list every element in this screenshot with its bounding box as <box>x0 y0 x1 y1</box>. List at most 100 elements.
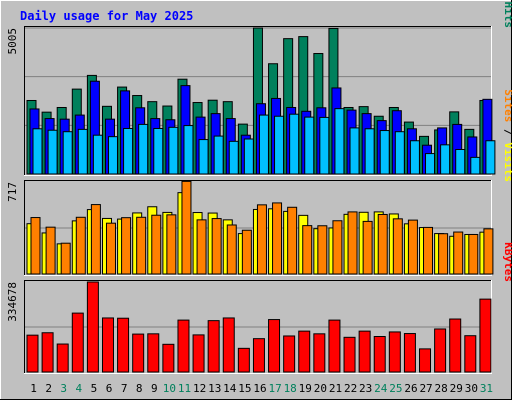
legend-kbytes: KBytes <box>502 242 512 282</box>
bar-kbytes-17 <box>268 319 281 373</box>
day-label-14: 14 <box>223 382 237 395</box>
day-label-25: 25 <box>389 382 402 395</box>
bar-sites-9 <box>151 214 162 275</box>
bar-kbytes-11 <box>177 319 190 373</box>
bar-sites-22 <box>347 211 358 275</box>
day-label-19: 19 <box>299 382 312 395</box>
day-label-22: 22 <box>344 382 357 395</box>
bar-pages-4 <box>77 128 88 175</box>
day-label-1: 1 <box>30 382 37 395</box>
bar-pages-26 <box>409 140 420 175</box>
bar-kbytes-30 <box>464 335 477 373</box>
day-label-28: 28 <box>435 382 448 395</box>
day-label-4: 4 <box>76 382 83 395</box>
day-label-6: 6 <box>106 382 113 395</box>
day-label-20: 20 <box>314 382 327 395</box>
bar-kbytes-1 <box>26 334 39 373</box>
day-label-13: 13 <box>208 382 221 395</box>
bar-pages-6 <box>107 136 118 175</box>
bar-sites-24 <box>377 213 388 275</box>
y-max-label-sites-visits: 717 <box>6 182 19 202</box>
bar-kbytes-10 <box>162 343 175 373</box>
bar-pages-23 <box>364 128 375 175</box>
bar-sites-23 <box>362 220 373 275</box>
bar-kbytes-4 <box>71 312 84 373</box>
bar-sites-12 <box>196 219 207 275</box>
bar-sites-11 <box>181 180 192 275</box>
bar-kbytes-27 <box>419 348 432 373</box>
bar-sites-2 <box>45 226 56 275</box>
bar-pages-13 <box>213 135 224 175</box>
bar-sites-26 <box>407 219 418 275</box>
chart-title: Daily usage for May 2025 <box>20 9 193 23</box>
bar-sites-5 <box>90 204 101 275</box>
bar-pages-18 <box>289 113 300 175</box>
bar-pages-17 <box>274 115 285 175</box>
bar-kbytes-23 <box>358 330 371 373</box>
day-labels-layer: 1 2 3 4 5 6 7 8 9 10 11 12 13 14 15 16 17 18 19 20 21 22 23 24 2… <box>30 382 493 395</box>
day-label-26: 26 <box>404 382 417 395</box>
legend-part-kbytes: KBytes <box>502 242 512 282</box>
bar-sites-19 <box>302 225 313 275</box>
day-label-24: 24 <box>374 382 388 395</box>
bar-kbytes-2 <box>41 332 54 373</box>
bar-pages-30 <box>470 156 481 175</box>
bar-pages-15 <box>243 138 254 175</box>
bar-kbytes-7 <box>117 317 130 373</box>
bar-kbytes-21 <box>328 319 341 373</box>
day-label-5: 5 <box>91 382 98 395</box>
bar-sites-15 <box>241 229 252 275</box>
day-label-3: 3 <box>60 382 67 395</box>
bar-sites-16 <box>256 204 267 275</box>
day-label-2: 2 <box>45 382 52 395</box>
bar-sites-3 <box>60 242 71 275</box>
legend-part-traffic: / <box>502 0 512 2</box>
day-label-7: 7 <box>121 382 128 395</box>
bar-sites-28 <box>438 233 449 275</box>
bar-pages-29 <box>455 148 466 175</box>
bar-kbytes-16 <box>252 338 265 373</box>
bar-kbytes-31 <box>479 298 492 373</box>
bar-kbytes-15 <box>237 347 250 373</box>
bar-sites-25 <box>392 218 403 275</box>
day-label-27: 27 <box>419 382 432 395</box>
panel-sites-visits: 717 Sites / Visits <box>6 89 512 276</box>
day-label-30: 30 <box>465 382 478 395</box>
day-label-18: 18 <box>284 382 297 395</box>
series-pages <box>32 108 496 175</box>
bar-pages-1 <box>32 128 43 175</box>
bar-sites-10 <box>166 214 177 275</box>
bar-pages-7 <box>123 127 134 175</box>
bar-pages-2 <box>47 129 58 175</box>
day-label-9: 9 <box>151 382 158 395</box>
series-sites <box>30 180 494 275</box>
bar-pages-24 <box>379 130 390 175</box>
bar-sites-30 <box>468 233 479 275</box>
bar-pages-10 <box>168 126 179 175</box>
bar-kbytes-20 <box>313 333 326 373</box>
bar-kbytes-8 <box>132 333 145 373</box>
bar-sites-18 <box>287 206 298 275</box>
legend-traffic: Pages / Files / Hits <box>502 0 512 28</box>
legend-part-sites-visits: Visits <box>502 142 512 182</box>
bar-pages-16 <box>258 114 269 175</box>
day-label-29: 29 <box>450 382 463 395</box>
legend-part-traffic: Hits <box>502 2 512 29</box>
bar-kbytes-28 <box>434 328 447 373</box>
day-label-16: 16 <box>253 382 266 395</box>
bar-pages-19 <box>304 116 315 175</box>
day-label-11: 11 <box>178 382 191 395</box>
bar-pages-27 <box>425 153 436 175</box>
bar-pages-31 <box>485 140 496 175</box>
day-label-10: 10 <box>163 382 176 395</box>
day-label-21: 21 <box>329 382 342 395</box>
bar-kbytes-6 <box>101 317 114 373</box>
day-label-23: 23 <box>359 382 372 395</box>
legend-part-sites-visits: / <box>502 122 512 142</box>
bar-pages-28 <box>440 144 451 175</box>
bar-kbytes-24 <box>373 336 386 373</box>
bar-kbytes-9 <box>147 333 160 373</box>
bar-sites-27 <box>423 226 434 275</box>
bar-pages-5 <box>92 134 103 175</box>
